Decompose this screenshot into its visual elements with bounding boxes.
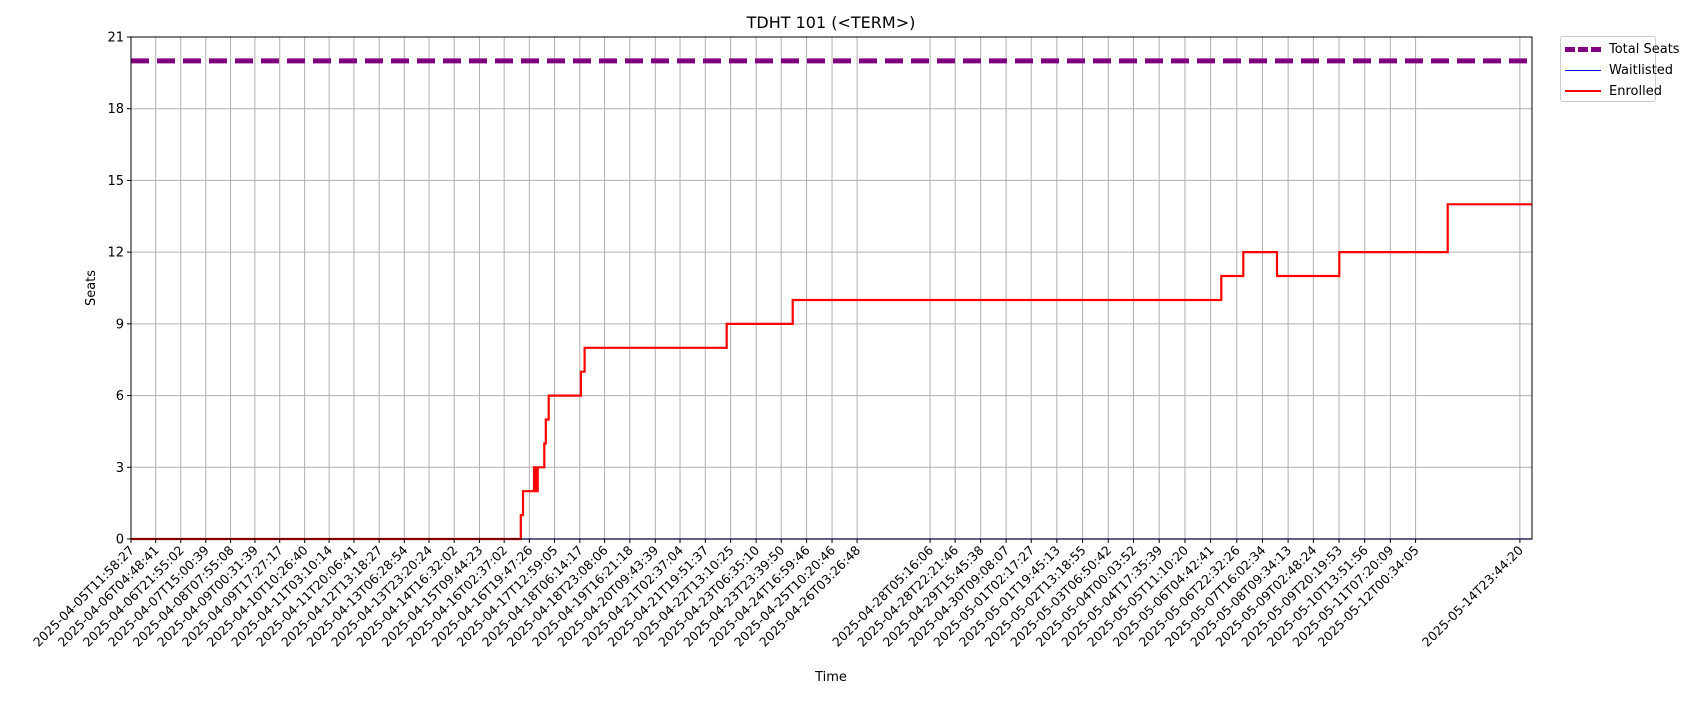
- y-tick-label: 18: [107, 102, 124, 117]
- legend-item-total-seats: Total Seats: [1565, 39, 1680, 59]
- x-axis-label: Time: [814, 670, 847, 685]
- y-tick-label: 12: [107, 246, 124, 261]
- y-tick-label: 21: [107, 31, 124, 46]
- y-tick-label: 0: [116, 533, 124, 548]
- legend-label-total-seats: Total Seats: [1609, 41, 1680, 57]
- y-axis-label: Seats: [84, 270, 99, 306]
- legend-label-waitlisted: Waitlisted: [1609, 62, 1674, 78]
- legend-swatch-waitlisted: [1565, 69, 1601, 71]
- legend-swatch-total-seats: [1565, 46, 1601, 52]
- x-tick-label: 2025-05-14T23:44:20: [1419, 542, 1526, 649]
- legend-swatch-enrolled: [1565, 90, 1601, 92]
- legend-label-enrolled: Enrolled: [1609, 83, 1662, 99]
- legend-item-waitlisted: Waitlisted: [1565, 60, 1673, 80]
- plot-frame: [130, 36, 1533, 540]
- grid-layer: [130, 36, 1532, 540]
- y-tick-label: 3: [116, 461, 124, 476]
- y-tick-label: 6: [116, 389, 124, 404]
- chart-title: TDHT 101 (<TERM>): [746, 13, 916, 32]
- y-tick-label: 9: [116, 317, 124, 332]
- legend: Total Seats Waitlisted Enrolled: [1560, 36, 1680, 102]
- series-line-enrolled: [131, 203, 1532, 541]
- legend-item-enrolled: Enrolled: [1565, 81, 1662, 101]
- y-tick-label: 15: [107, 174, 124, 189]
